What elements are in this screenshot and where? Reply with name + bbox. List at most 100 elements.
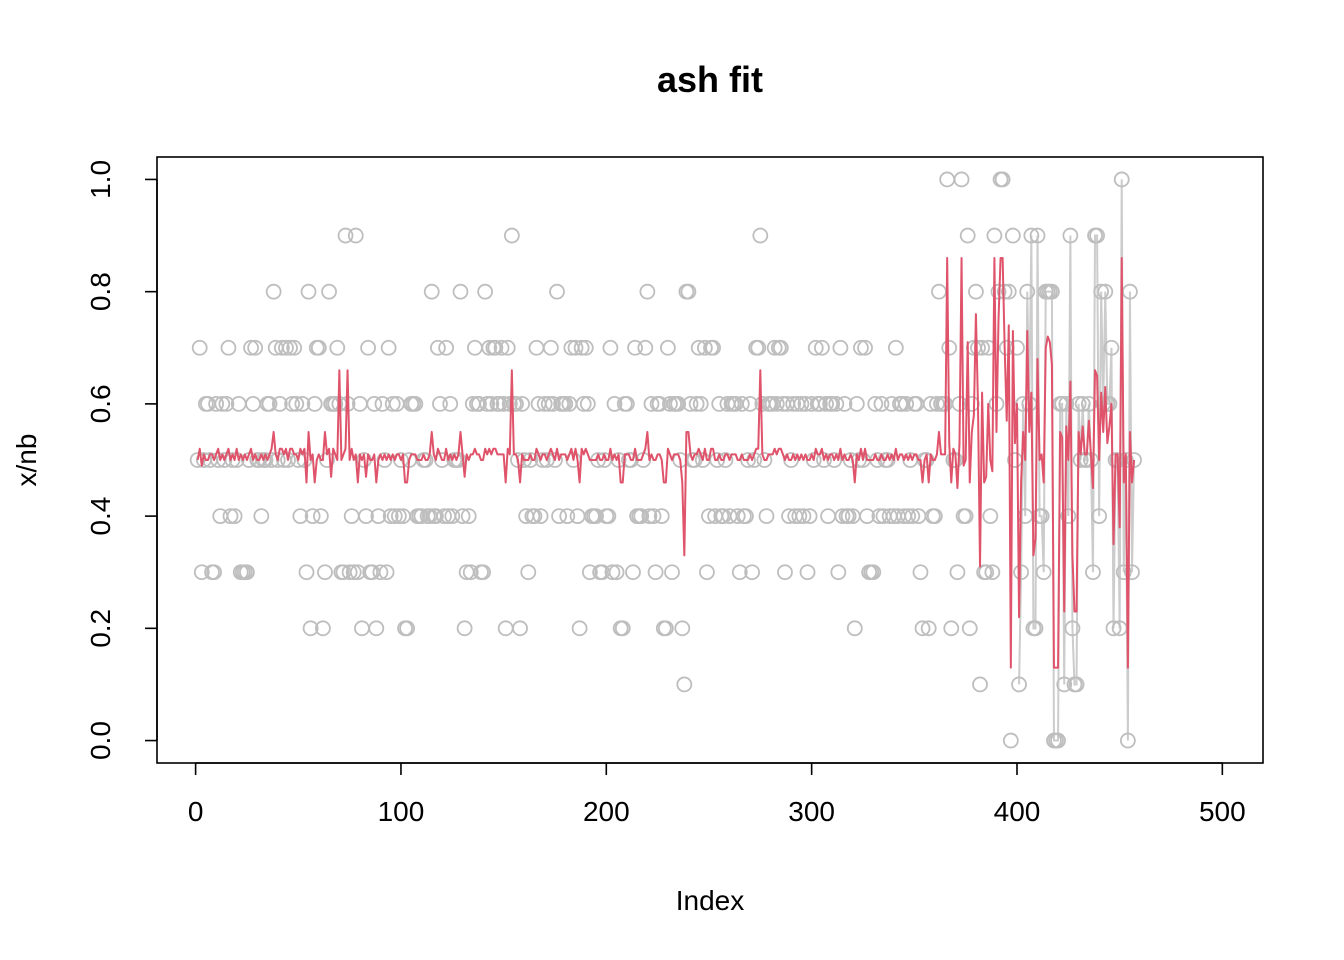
data-point — [298, 564, 315, 581]
data-point — [799, 564, 816, 581]
x-axis-label: Index — [676, 885, 745, 916]
data-point — [1068, 676, 1085, 693]
data-point — [191, 339, 208, 356]
data-point — [575, 395, 592, 412]
data-point — [982, 508, 999, 525]
data-point — [961, 620, 978, 637]
data-point — [1074, 395, 1091, 412]
data-point — [462, 564, 479, 581]
data-point — [432, 395, 448, 412]
data-point — [795, 508, 812, 525]
data-point — [949, 564, 966, 581]
data-point — [378, 564, 395, 581]
data-point — [284, 395, 301, 412]
data-point — [497, 620, 514, 637]
data-point — [645, 508, 662, 525]
data-point — [865, 564, 882, 581]
data-point — [637, 339, 654, 356]
data-point — [573, 339, 590, 356]
data-point — [312, 508, 329, 525]
data-point — [793, 395, 810, 412]
data-point — [487, 339, 504, 356]
data-point — [696, 339, 713, 356]
data-point — [926, 508, 943, 525]
data-point — [214, 395, 231, 412]
chart-title: ash fit — [657, 59, 763, 100]
data-point — [887, 339, 904, 356]
data-point — [1056, 676, 1073, 693]
data-point — [577, 339, 594, 356]
data-point — [380, 339, 397, 356]
data-point — [1060, 508, 1077, 525]
data-point — [528, 339, 545, 356]
data-point — [1085, 564, 1101, 581]
data-point — [243, 339, 259, 356]
ash-fit-line — [196, 257, 1136, 669]
data-point — [1089, 227, 1105, 244]
data-point — [686, 452, 703, 468]
data-point — [758, 508, 775, 525]
data-point — [867, 395, 884, 412]
data-point — [206, 564, 222, 581]
data-point — [602, 339, 619, 356]
data-point — [278, 339, 294, 356]
data-point — [627, 339, 643, 356]
data-point — [873, 395, 890, 412]
data-point — [559, 508, 576, 525]
data-point — [943, 620, 960, 637]
data-point — [941, 339, 958, 356]
data-point — [193, 564, 210, 581]
data-point — [957, 508, 974, 525]
data-point — [239, 564, 255, 581]
data-point — [1058, 395, 1075, 412]
data-point — [327, 395, 344, 412]
data-point — [571, 620, 588, 637]
data-point — [984, 564, 1001, 581]
data-point — [641, 508, 658, 525]
data-point — [454, 508, 471, 525]
x-tick-label: 500 — [1199, 796, 1246, 827]
data-point — [399, 620, 416, 637]
data-point — [752, 227, 769, 244]
data-point — [569, 508, 586, 525]
data-point — [551, 508, 567, 525]
data-point — [904, 508, 921, 525]
data-point — [978, 564, 995, 581]
data-point — [282, 339, 298, 356]
y-tick-label: 0.4 — [85, 497, 116, 536]
data-point — [931, 283, 947, 300]
data-point — [442, 395, 459, 412]
data-point — [836, 395, 853, 412]
data-point — [1002, 732, 1019, 749]
data-point — [460, 508, 477, 525]
data-point — [512, 620, 528, 637]
data-point — [920, 620, 937, 637]
data-point — [853, 339, 869, 356]
data-point — [785, 395, 802, 412]
data-point — [386, 508, 403, 525]
data-point — [1029, 227, 1046, 244]
y-axis: 0.0 0.2 0.4 0.6 0.8 1.0 — [85, 160, 158, 760]
data-point — [286, 339, 303, 356]
data-point — [280, 452, 296, 468]
data-point — [772, 339, 789, 356]
data-point — [898, 395, 915, 412]
data-point — [1023, 227, 1040, 244]
data-point — [968, 283, 984, 300]
y-tick-label: 0.8 — [85, 272, 116, 311]
data-point — [1044, 283, 1060, 300]
y-tick-label: 0.2 — [85, 609, 116, 648]
data-point — [247, 339, 264, 356]
data-point — [479, 395, 496, 412]
data-point — [407, 395, 424, 412]
data-point — [859, 508, 875, 525]
data-point — [588, 508, 604, 525]
data-point — [959, 227, 976, 244]
data-point — [674, 620, 691, 637]
data-point — [996, 283, 1013, 300]
data-point — [245, 395, 262, 412]
x-tick-label: 0 — [188, 796, 204, 827]
data-point — [343, 508, 360, 525]
data-point — [329, 339, 346, 356]
